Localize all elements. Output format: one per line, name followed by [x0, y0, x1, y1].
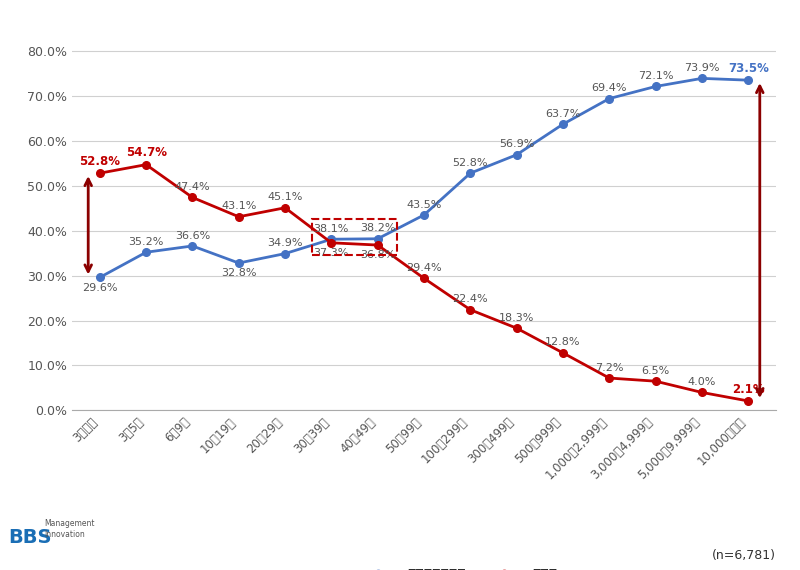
- Text: 18.3%: 18.3%: [499, 313, 534, 323]
- Text: 73.9%: 73.9%: [684, 63, 720, 73]
- Text: 38.1%: 38.1%: [314, 224, 349, 234]
- Text: 34.9%: 34.9%: [267, 238, 303, 248]
- Text: 7.2%: 7.2%: [595, 363, 623, 373]
- Text: 36.8%: 36.8%: [360, 250, 395, 260]
- Text: (n=6,781): (n=6,781): [712, 549, 776, 562]
- Text: 2.1%: 2.1%: [732, 382, 765, 396]
- Text: 37.3%: 37.3%: [314, 248, 349, 258]
- Text: 52.8%: 52.8%: [79, 155, 120, 168]
- Text: 56.9%: 56.9%: [499, 139, 534, 149]
- Text: 54.7%: 54.7%: [126, 146, 166, 159]
- Legend: 実施中・検討中, 未検討: 実施中・検討中, 未検討: [355, 563, 563, 570]
- Text: 32.8%: 32.8%: [221, 268, 257, 278]
- Text: 72.1%: 72.1%: [638, 71, 674, 81]
- Text: 43.1%: 43.1%: [221, 201, 257, 211]
- Text: 29.6%: 29.6%: [82, 283, 118, 293]
- Text: 29.4%: 29.4%: [406, 263, 442, 273]
- Text: 36.6%: 36.6%: [174, 231, 210, 241]
- Bar: [312, 219, 397, 255]
- Text: 43.5%: 43.5%: [406, 200, 442, 210]
- Text: 63.7%: 63.7%: [546, 109, 581, 119]
- Text: 38.2%: 38.2%: [360, 223, 395, 233]
- Text: Management
Innovation: Management Innovation: [44, 519, 94, 539]
- Text: 22.4%: 22.4%: [453, 294, 488, 304]
- Text: BBS: BBS: [8, 528, 51, 547]
- Text: 4.0%: 4.0%: [688, 377, 716, 387]
- Text: 47.4%: 47.4%: [174, 182, 210, 192]
- Text: 35.2%: 35.2%: [129, 237, 164, 247]
- Text: 73.5%: 73.5%: [728, 62, 769, 75]
- Text: 45.1%: 45.1%: [267, 193, 302, 202]
- Text: 12.8%: 12.8%: [545, 337, 581, 348]
- Text: 69.4%: 69.4%: [591, 83, 627, 93]
- Text: 6.5%: 6.5%: [642, 366, 670, 376]
- Text: 52.8%: 52.8%: [453, 158, 488, 168]
